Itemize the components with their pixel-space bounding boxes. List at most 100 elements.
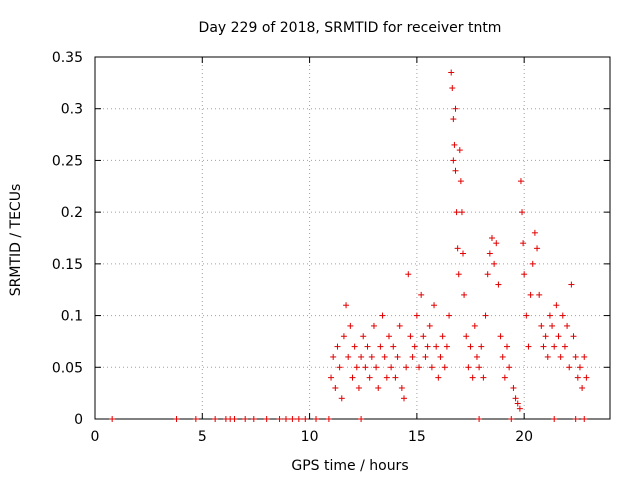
data-point xyxy=(510,384,517,391)
data-point xyxy=(345,353,352,360)
data-point xyxy=(338,395,345,402)
data-point xyxy=(551,416,558,422)
data-point xyxy=(527,291,534,298)
data-point xyxy=(455,271,462,278)
data-point xyxy=(390,343,397,350)
data-point xyxy=(574,374,581,381)
data-point xyxy=(349,374,356,381)
data-point xyxy=(263,416,270,422)
data-point xyxy=(362,364,369,371)
data-point xyxy=(358,416,365,422)
data-point xyxy=(340,333,347,340)
data-point xyxy=(332,384,339,391)
data-point xyxy=(476,416,483,422)
data-point xyxy=(433,343,440,350)
data-point xyxy=(416,364,423,371)
data-point xyxy=(453,209,460,216)
data-point xyxy=(347,322,354,329)
data-point xyxy=(398,384,405,391)
data-point xyxy=(439,333,446,340)
data-point xyxy=(282,416,289,422)
data-point xyxy=(407,333,414,340)
data-point xyxy=(413,312,420,319)
data-point xyxy=(519,209,526,216)
data-point xyxy=(566,364,573,371)
data-point xyxy=(546,312,553,319)
data-point xyxy=(561,343,568,350)
data-point xyxy=(501,374,508,381)
axis-ticks: 0 5 10 15 20 0 0.05 0.1 0.15 0.2 0.25 0.3 0.35 xyxy=(52,50,610,445)
data-point xyxy=(576,364,583,371)
data-point xyxy=(534,245,541,252)
data-point xyxy=(276,416,283,422)
data-point xyxy=(465,364,472,371)
data-point xyxy=(570,333,577,340)
data-point xyxy=(385,333,392,340)
data-point xyxy=(506,364,513,371)
data-point xyxy=(512,395,519,402)
data-point xyxy=(343,302,350,309)
data-point xyxy=(463,333,470,340)
data-point xyxy=(449,85,456,92)
data-point xyxy=(420,333,427,340)
data-point xyxy=(493,240,500,247)
data-point xyxy=(581,353,588,360)
data-point xyxy=(379,312,386,319)
data-point xyxy=(531,229,538,236)
y-tick-label: 0.3 xyxy=(61,102,83,118)
data-point xyxy=(454,245,461,252)
data-points xyxy=(109,69,590,422)
data-point xyxy=(495,281,502,288)
data-point xyxy=(313,416,320,422)
data-point xyxy=(564,322,571,329)
y-tick-label: 0.2 xyxy=(61,205,83,221)
data-point xyxy=(422,353,429,360)
x-tick-label: 10 xyxy=(301,429,319,445)
data-point xyxy=(401,395,407,402)
data-point xyxy=(450,157,457,164)
grid xyxy=(95,57,610,419)
y-axis-label: SRMTID / TECUs xyxy=(8,184,24,297)
data-point xyxy=(394,353,401,360)
chart-title: Day 229 of 2018, SRMTID for receiver tnt… xyxy=(199,20,502,36)
data-point xyxy=(383,374,390,381)
data-point xyxy=(364,343,371,350)
data-point xyxy=(448,69,455,76)
data-point xyxy=(358,353,365,360)
data-point xyxy=(471,322,478,329)
data-point xyxy=(360,333,367,340)
data-point xyxy=(403,364,410,371)
data-point xyxy=(476,364,483,371)
data-point xyxy=(353,364,360,371)
data-point xyxy=(491,260,498,267)
data-point xyxy=(458,209,465,216)
data-point xyxy=(366,374,373,381)
data-point xyxy=(109,416,116,422)
data-point xyxy=(242,416,249,422)
data-point xyxy=(457,178,464,185)
data-point xyxy=(482,312,489,319)
data-point xyxy=(446,312,453,319)
data-point xyxy=(538,322,545,329)
data-point xyxy=(325,416,332,422)
data-point xyxy=(411,343,418,350)
data-point xyxy=(328,374,335,381)
data-point xyxy=(289,416,296,422)
data-point xyxy=(392,374,399,381)
data-point xyxy=(336,364,343,371)
data-point xyxy=(212,416,219,422)
data-point xyxy=(559,312,566,319)
data-point xyxy=(484,271,491,278)
data-point xyxy=(525,343,532,350)
data-point xyxy=(355,384,362,391)
data-point xyxy=(405,271,412,278)
x-tick-label: 0 xyxy=(91,429,100,445)
data-point xyxy=(351,343,358,350)
x-tick-label: 5 xyxy=(198,429,207,445)
data-point xyxy=(497,333,504,340)
y-tick-label: 0.25 xyxy=(52,153,83,169)
data-point xyxy=(231,416,238,422)
data-point xyxy=(437,353,444,360)
data-point xyxy=(396,322,403,329)
